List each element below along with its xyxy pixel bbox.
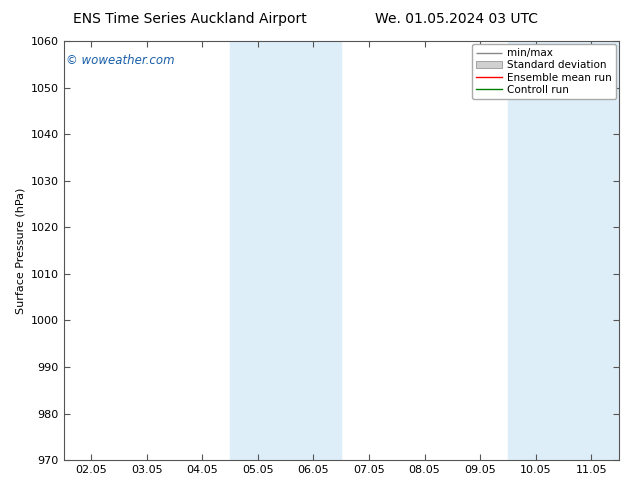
Bar (230, 41, 341, 460)
Text: © woweather.com: © woweather.com (67, 53, 175, 67)
Y-axis label: Surface Pressure (hPa): Surface Pressure (hPa) (15, 187, 25, 314)
Text: We. 01.05.2024 03 UTC: We. 01.05.2024 03 UTC (375, 12, 538, 26)
Legend: min/max, Standard deviation, Ensemble mean run, Controll run: min/max, Standard deviation, Ensemble me… (472, 44, 616, 99)
Bar (508, 41, 619, 460)
Text: ENS Time Series Auckland Airport: ENS Time Series Auckland Airport (74, 12, 307, 26)
